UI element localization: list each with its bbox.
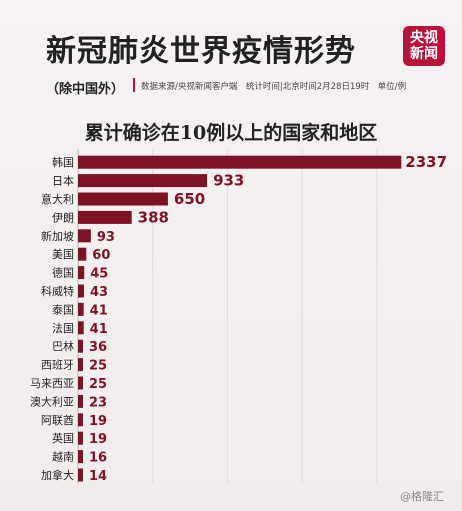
value-label: 933 (213, 172, 244, 190)
category-label: 日本 (52, 174, 74, 188)
value-label: 16 (89, 451, 107, 466)
page-subtitle: （除中国外） (46, 82, 125, 97)
bar (78, 302, 84, 316)
bar (78, 358, 83, 372)
value-label: 19 (89, 414, 107, 429)
value-label: 25 (89, 377, 107, 392)
page-title: 新冠肺炎世界疫情形势 (46, 34, 356, 69)
bar (78, 210, 132, 224)
category-label: 韩国 (52, 155, 74, 169)
bar (78, 413, 83, 427)
value-label: 60 (92, 248, 110, 263)
bar (78, 339, 83, 353)
watermark: @格隆汇 (400, 490, 444, 503)
bar (78, 450, 83, 464)
value-label: 14 (89, 469, 107, 484)
bar (78, 155, 402, 169)
bar (78, 321, 84, 335)
logo-text-line1: 央视 (410, 30, 438, 46)
value-label: 388 (138, 208, 169, 226)
value-label: 93 (97, 230, 115, 245)
bar (78, 174, 208, 188)
category-label: 德国 (52, 266, 74, 280)
category-label: 越南 (52, 450, 74, 464)
bar (78, 394, 83, 408)
category-label: 英国 (52, 431, 74, 445)
source-note: 数据来源/央视新闻客户端 统计时间|北京时间2月28日19时 单位/例 (141, 82, 407, 92)
logo-text-line2: 新闻 (410, 46, 438, 62)
category-label: 新加坡 (41, 229, 74, 243)
category-label: 马来西亚 (30, 377, 74, 390)
value-label: 43 (90, 285, 108, 300)
bar (78, 376, 83, 390)
category-label: 伊朗 (52, 211, 74, 224)
category-label: 澳大利亚 (30, 394, 74, 408)
value-label: 45 (90, 267, 108, 282)
bar (78, 229, 91, 243)
bar (78, 192, 168, 206)
value-label: 23 (89, 395, 107, 410)
category-label: 法国 (52, 321, 74, 335)
bar (78, 468, 83, 482)
value-label: 650 (174, 190, 205, 208)
value-label: 41 (90, 303, 108, 318)
value-label: 36 (89, 340, 107, 355)
bar (78, 247, 87, 261)
bar (78, 284, 84, 298)
bar (78, 266, 85, 280)
category-label: 泰国 (52, 302, 74, 316)
value-label: 41 (90, 322, 108, 337)
bar (78, 431, 83, 445)
subtitle-divider (133, 78, 135, 92)
cctv-news-logo: 央视 新闻 (403, 26, 445, 66)
category-label: 加拿大 (41, 468, 74, 482)
value-label: 19 (89, 432, 107, 447)
category-label: 意大利 (41, 192, 74, 206)
category-label: 阿联酋 (41, 413, 74, 427)
value-label: 25 (89, 359, 107, 374)
category-label: 巴林 (52, 339, 74, 353)
category-label: 美国 (52, 248, 74, 261)
chart-title: 累计确诊在10例以上的国家和地区 (84, 122, 378, 144)
category-label: 科威特 (41, 284, 74, 298)
category-label: 西班牙 (41, 359, 74, 372)
value-label: 2337 (405, 153, 447, 171)
